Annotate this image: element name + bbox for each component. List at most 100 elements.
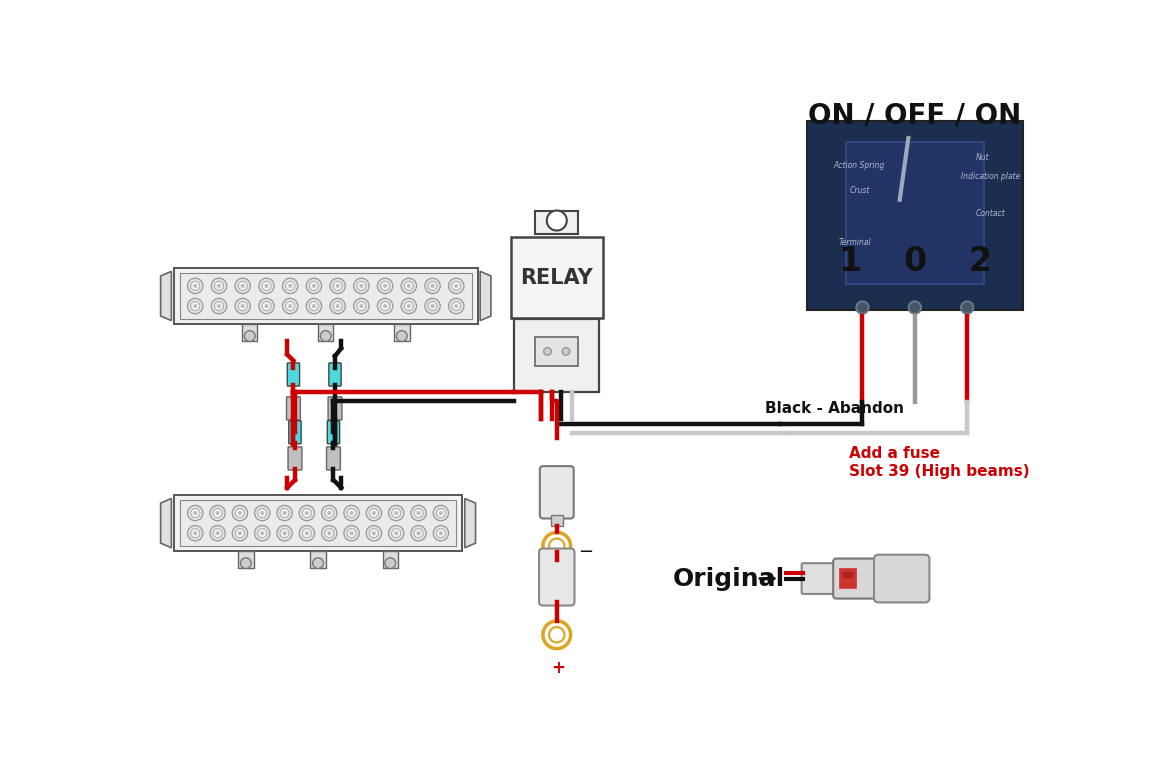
Circle shape	[388, 525, 403, 541]
Circle shape	[245, 331, 255, 342]
Text: 1: 1	[838, 245, 861, 278]
Circle shape	[424, 298, 441, 314]
Circle shape	[215, 302, 224, 311]
FancyBboxPatch shape	[540, 466, 574, 519]
Circle shape	[424, 278, 441, 293]
Circle shape	[908, 301, 921, 314]
FancyBboxPatch shape	[328, 421, 339, 444]
Circle shape	[428, 302, 437, 311]
Circle shape	[194, 304, 197, 308]
FancyBboxPatch shape	[834, 558, 879, 598]
Circle shape	[344, 525, 359, 541]
Circle shape	[416, 511, 421, 515]
Circle shape	[217, 304, 220, 308]
Circle shape	[451, 302, 461, 311]
Circle shape	[353, 298, 370, 314]
Text: Terminal: Terminal	[838, 237, 871, 247]
Circle shape	[414, 509, 423, 518]
FancyBboxPatch shape	[329, 363, 342, 386]
Circle shape	[372, 511, 375, 515]
Circle shape	[282, 511, 287, 515]
Text: Action Spring: Action Spring	[834, 161, 885, 169]
Circle shape	[322, 506, 337, 521]
Text: −: −	[578, 543, 593, 561]
Circle shape	[359, 284, 364, 288]
Bar	[535, 337, 578, 366]
Circle shape	[384, 304, 387, 308]
FancyBboxPatch shape	[289, 421, 301, 444]
FancyBboxPatch shape	[326, 447, 340, 470]
Circle shape	[238, 281, 247, 290]
Circle shape	[321, 331, 331, 342]
Circle shape	[288, 304, 293, 308]
Circle shape	[240, 558, 251, 568]
FancyBboxPatch shape	[180, 500, 456, 546]
Circle shape	[194, 511, 197, 515]
Circle shape	[547, 211, 567, 231]
Circle shape	[328, 511, 331, 515]
Circle shape	[236, 298, 251, 314]
FancyBboxPatch shape	[287, 363, 300, 386]
Circle shape	[549, 538, 564, 554]
Text: 0: 0	[904, 245, 927, 278]
Circle shape	[213, 509, 223, 518]
Text: Black - Abandon: Black - Abandon	[765, 401, 904, 416]
FancyBboxPatch shape	[287, 397, 301, 420]
Circle shape	[562, 348, 570, 355]
Circle shape	[188, 278, 203, 293]
Circle shape	[357, 281, 366, 290]
Circle shape	[333, 302, 343, 311]
Circle shape	[238, 511, 241, 515]
Circle shape	[302, 509, 311, 518]
Circle shape	[307, 278, 322, 293]
Circle shape	[350, 511, 353, 515]
Polygon shape	[480, 271, 491, 321]
Circle shape	[436, 509, 445, 518]
Circle shape	[288, 284, 293, 288]
Circle shape	[385, 558, 395, 568]
Circle shape	[438, 511, 443, 515]
Circle shape	[216, 532, 219, 535]
Circle shape	[213, 529, 223, 538]
Circle shape	[330, 278, 345, 293]
Polygon shape	[465, 499, 476, 548]
Circle shape	[238, 302, 247, 311]
Circle shape	[265, 284, 268, 288]
Text: Nut: Nut	[976, 153, 990, 162]
Circle shape	[449, 298, 464, 314]
Circle shape	[449, 278, 464, 293]
Text: Indication plate: Indication plate	[961, 172, 1020, 181]
Circle shape	[300, 506, 315, 521]
Circle shape	[265, 304, 268, 308]
Text: Crust: Crust	[849, 186, 870, 195]
Circle shape	[194, 532, 197, 535]
FancyBboxPatch shape	[328, 397, 342, 420]
Circle shape	[260, 532, 265, 535]
Circle shape	[211, 278, 226, 293]
Bar	[535, 211, 578, 234]
Circle shape	[430, 304, 435, 308]
Circle shape	[312, 304, 316, 308]
Bar	[843, 572, 852, 577]
Circle shape	[401, 278, 416, 293]
FancyBboxPatch shape	[539, 548, 575, 605]
Bar	[845, 142, 984, 284]
Circle shape	[543, 621, 570, 649]
Circle shape	[451, 281, 461, 290]
Circle shape	[380, 302, 389, 311]
Circle shape	[286, 302, 295, 311]
Circle shape	[414, 529, 423, 538]
Circle shape	[236, 509, 245, 518]
Circle shape	[434, 506, 449, 521]
Circle shape	[407, 304, 410, 308]
Circle shape	[194, 284, 197, 288]
Circle shape	[260, 511, 265, 515]
Circle shape	[410, 525, 427, 541]
Circle shape	[333, 281, 343, 290]
FancyBboxPatch shape	[511, 237, 603, 318]
Circle shape	[302, 529, 311, 538]
Circle shape	[370, 529, 379, 538]
Circle shape	[430, 284, 435, 288]
Polygon shape	[161, 499, 171, 548]
Bar	[310, 551, 325, 568]
